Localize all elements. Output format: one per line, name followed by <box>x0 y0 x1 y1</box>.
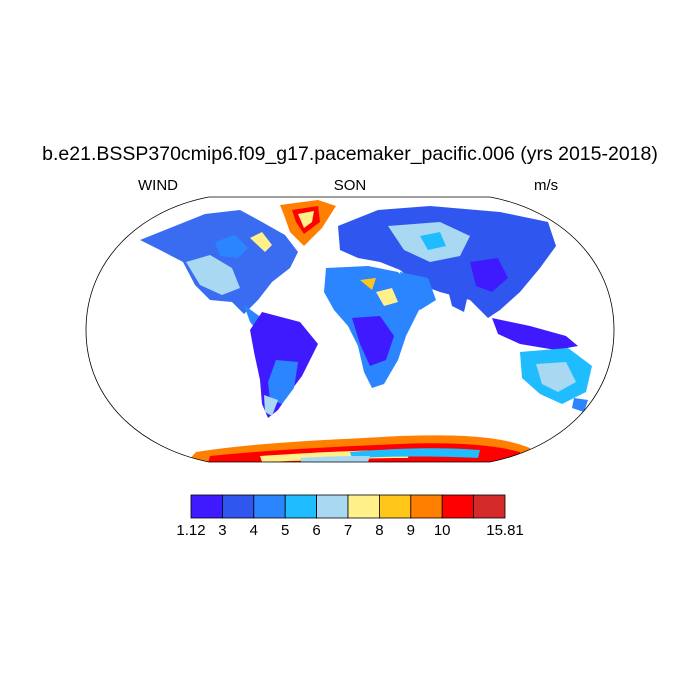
colorbar-tick-label: 10 <box>433 522 451 539</box>
plot-title: b.e21.BSSP370cmip6.f09_g17.pacemaker_pac… <box>42 143 658 165</box>
colorbar <box>190 494 506 519</box>
colorbar-tick-label: 15.81 <box>486 522 524 539</box>
colorbar-swatch <box>316 494 349 519</box>
colorbar-swatch <box>347 494 380 519</box>
colorbar-tick-label: 9 <box>406 522 415 539</box>
colorbar-swatch <box>441 494 475 519</box>
colorbar-tick-label: 1.12 <box>176 522 206 539</box>
colorbar-swatch <box>378 494 412 519</box>
units-label: m/s <box>534 177 559 194</box>
colorbar-tick-label: 4 <box>249 522 258 539</box>
land-field <box>140 200 592 462</box>
colorbar-tick-label: 5 <box>281 522 290 539</box>
colorbar-swatch <box>284 494 318 519</box>
colorbar-tick-label: 6 <box>312 522 321 539</box>
colorbar-swatch <box>253 494 286 519</box>
colorbar-tick-label: 7 <box>343 522 353 539</box>
variable-label: WIND <box>138 177 178 194</box>
colorbar-swatch <box>473 494 506 519</box>
colorbar-swatch <box>190 494 223 519</box>
season-label: SON <box>333 177 367 194</box>
map-outline <box>85 196 615 463</box>
colorbar-swatch <box>410 494 443 519</box>
colorbar-tick-label: 3 <box>218 522 227 539</box>
colorbar-tick-label: 8 <box>375 522 384 539</box>
colorbar-swatch <box>221 494 255 519</box>
